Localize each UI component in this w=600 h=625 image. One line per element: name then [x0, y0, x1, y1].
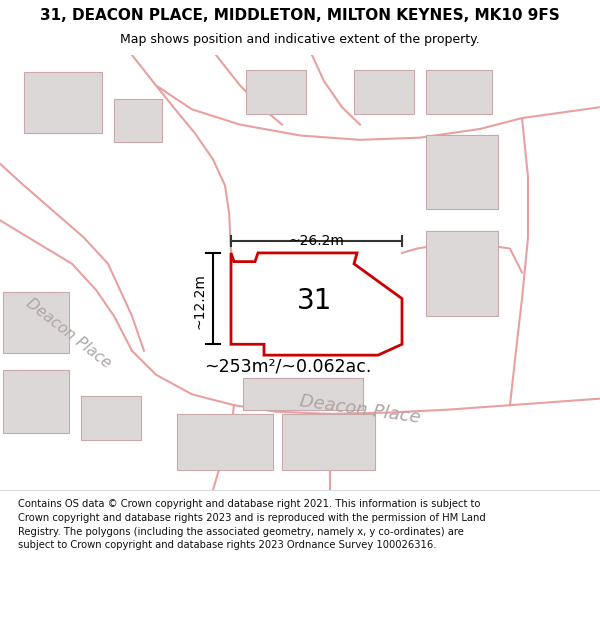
Polygon shape	[231, 253, 402, 355]
Text: ~12.2m: ~12.2m	[192, 273, 206, 329]
Text: Deacon Place: Deacon Place	[298, 392, 422, 427]
Text: Deacon Place: Deacon Place	[23, 296, 115, 371]
Polygon shape	[3, 371, 69, 434]
Text: Contains OS data © Crown copyright and database right 2021. This information is : Contains OS data © Crown copyright and d…	[18, 499, 486, 550]
Text: Map shows position and indicative extent of the property.: Map shows position and indicative extent…	[120, 33, 480, 46]
Polygon shape	[177, 414, 273, 471]
Text: ~253m²/~0.062ac.: ~253m²/~0.062ac.	[205, 357, 371, 375]
Polygon shape	[246, 70, 306, 114]
Text: 31: 31	[298, 287, 332, 315]
Polygon shape	[426, 70, 492, 114]
Polygon shape	[81, 396, 141, 440]
Polygon shape	[426, 231, 498, 316]
Polygon shape	[24, 72, 102, 133]
Text: 31, DEACON PLACE, MIDDLETON, MILTON KEYNES, MK10 9FS: 31, DEACON PLACE, MIDDLETON, MILTON KEYN…	[40, 8, 560, 23]
Polygon shape	[114, 99, 162, 142]
Polygon shape	[3, 292, 69, 353]
Polygon shape	[282, 414, 375, 471]
Polygon shape	[354, 70, 414, 114]
Text: ~26.2m: ~26.2m	[288, 234, 344, 248]
Polygon shape	[243, 378, 363, 409]
Polygon shape	[426, 136, 498, 209]
